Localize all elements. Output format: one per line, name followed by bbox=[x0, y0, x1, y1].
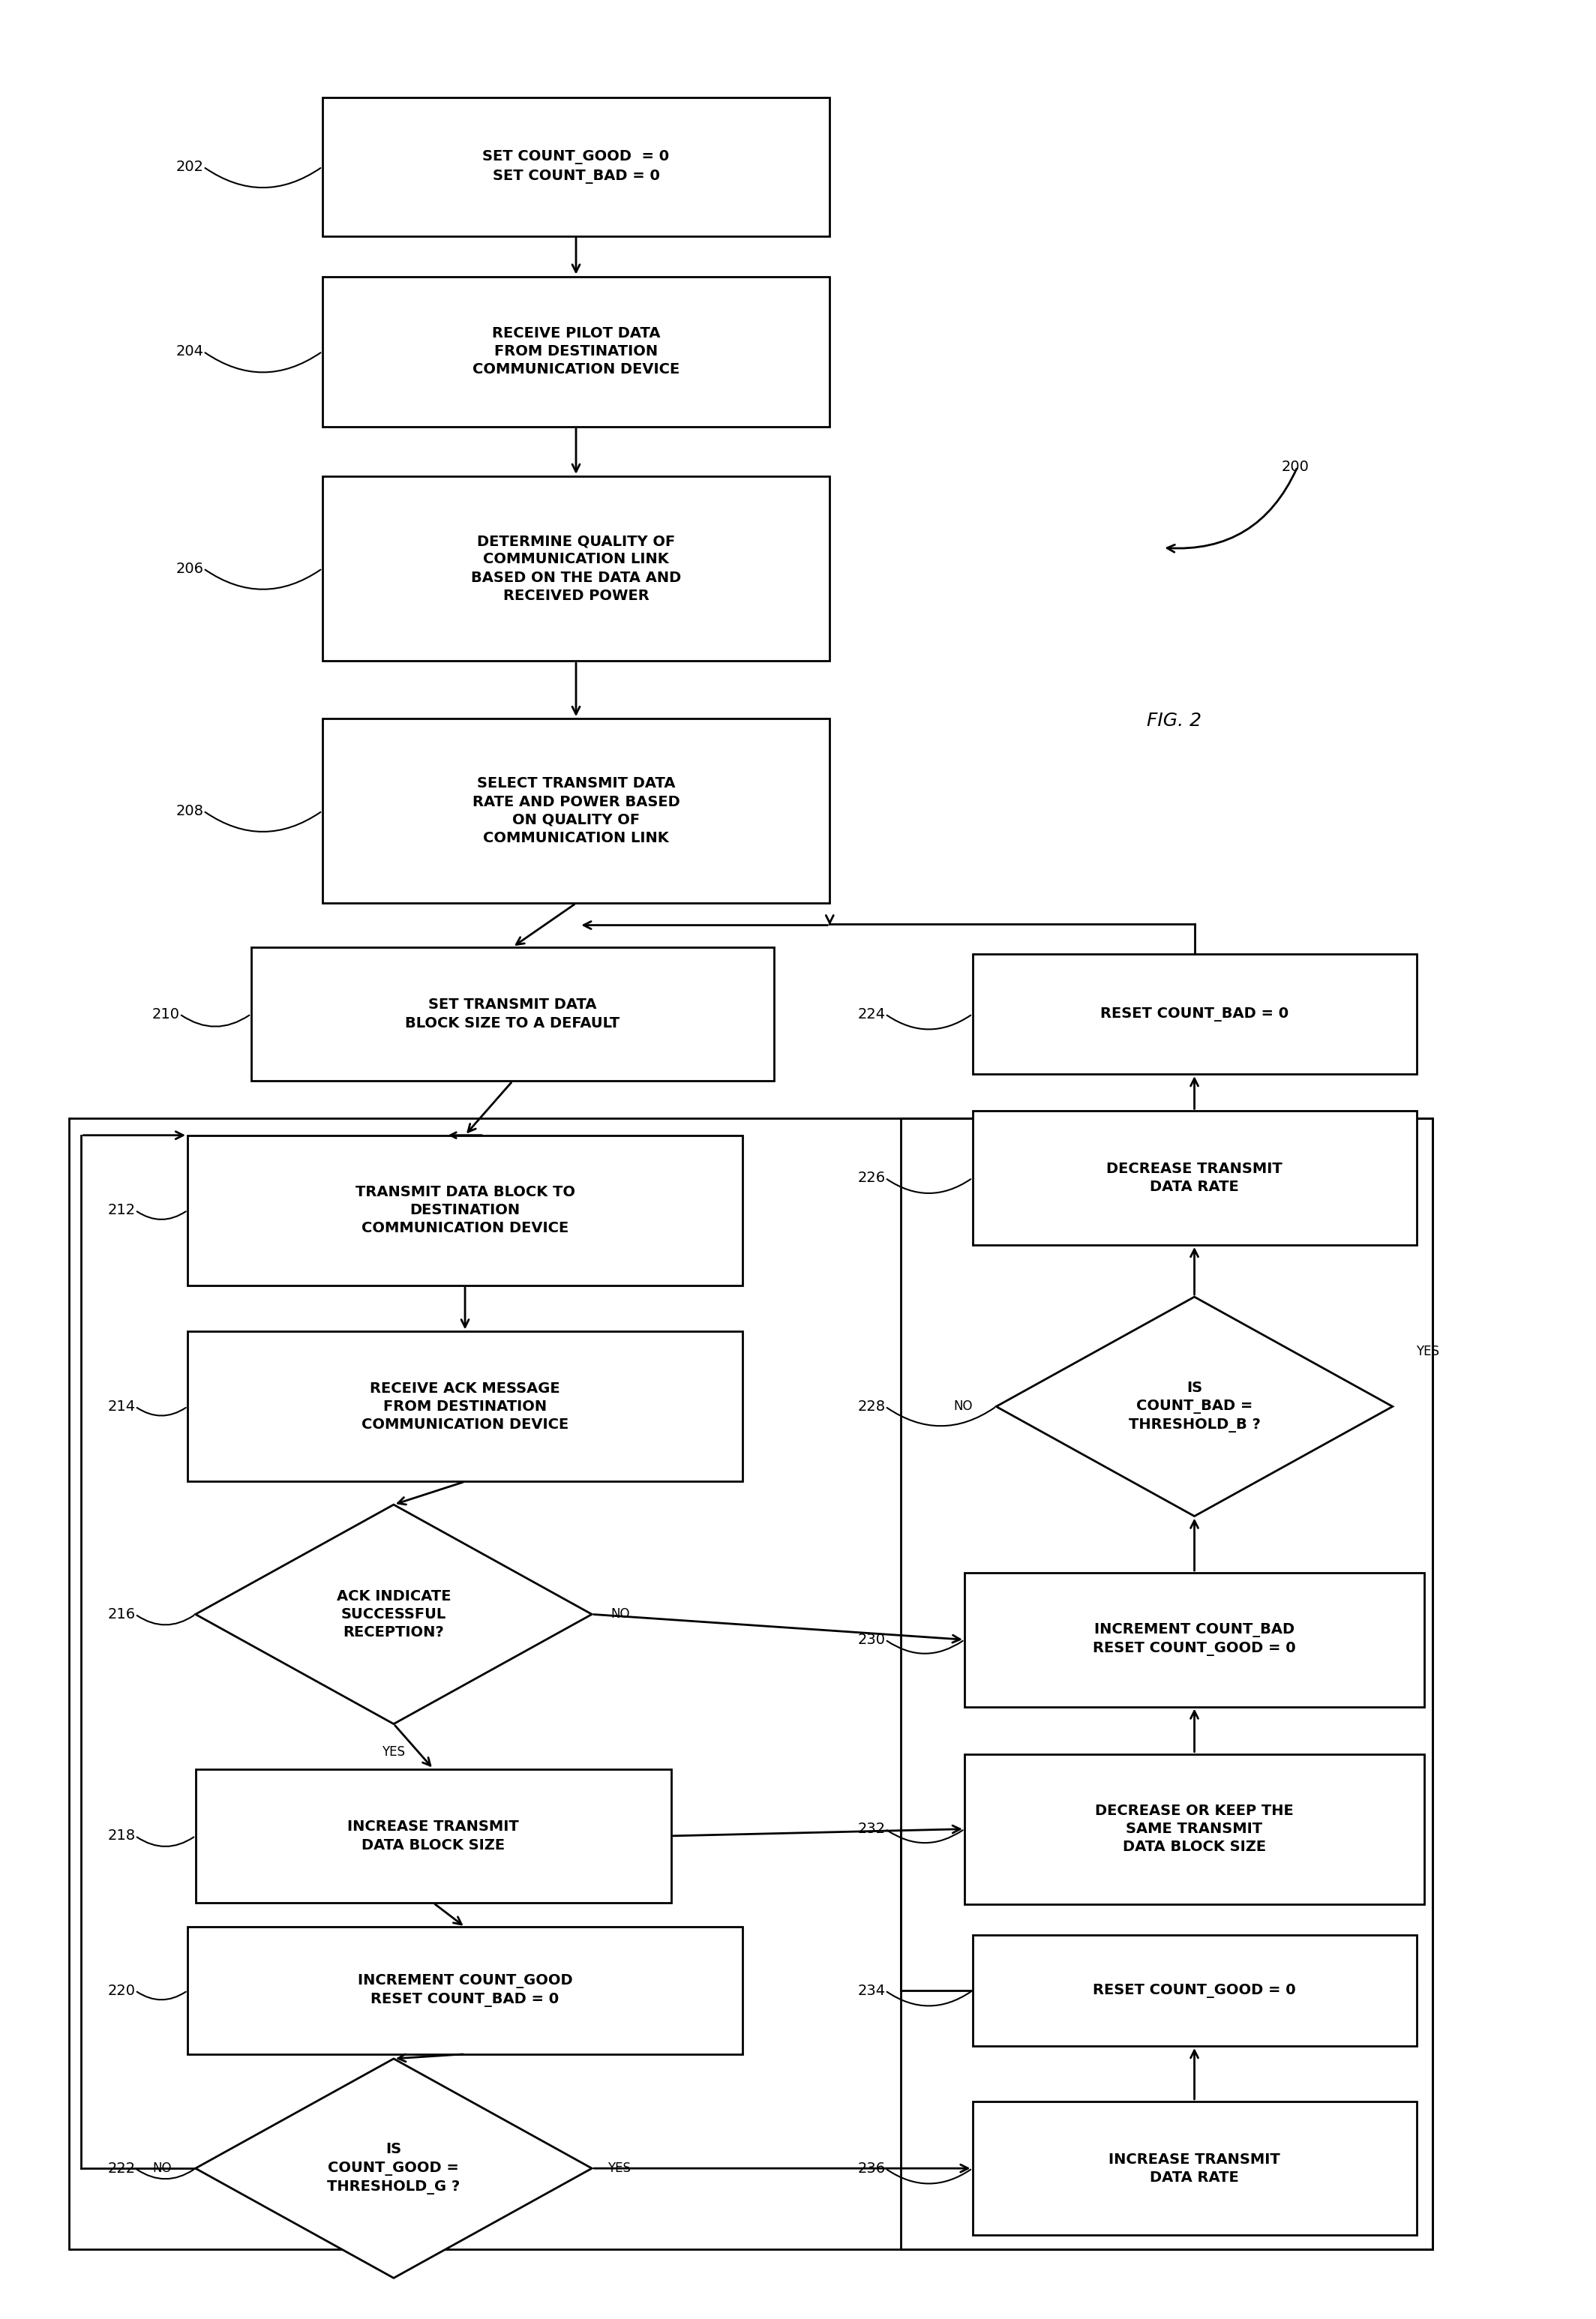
Text: INCREMENT COUNT_BAD
RESET COUNT_GOOD = 0: INCREMENT COUNT_BAD RESET COUNT_GOOD = 0 bbox=[1093, 1623, 1296, 1656]
Text: INCREASE TRANSMIT
DATA RATE: INCREASE TRANSMIT DATA RATE bbox=[1109, 2152, 1280, 2184]
Text: 202: 202 bbox=[176, 160, 203, 174]
Text: 206: 206 bbox=[176, 561, 203, 575]
FancyBboxPatch shape bbox=[972, 1111, 1416, 1245]
Text: SELECT TRANSMIT DATA
RATE AND POWER BASED
ON QUALITY OF
COMMUNICATION LINK: SELECT TRANSMIT DATA RATE AND POWER BASE… bbox=[472, 777, 680, 846]
Text: INCREASE TRANSMIT
DATA BLOCK SIZE: INCREASE TRANSMIT DATA BLOCK SIZE bbox=[348, 1820, 519, 1853]
Text: 222: 222 bbox=[107, 2161, 136, 2175]
Polygon shape bbox=[195, 2059, 592, 2277]
Text: 232: 232 bbox=[857, 1823, 886, 1837]
Text: YES: YES bbox=[608, 2161, 630, 2175]
Text: 236: 236 bbox=[857, 2161, 886, 2175]
Text: 226: 226 bbox=[857, 1171, 886, 1185]
Text: 220: 220 bbox=[107, 1983, 136, 1997]
FancyBboxPatch shape bbox=[322, 719, 830, 902]
Text: 204: 204 bbox=[176, 343, 203, 359]
Text: NO: NO bbox=[953, 1401, 972, 1412]
FancyBboxPatch shape bbox=[972, 953, 1416, 1074]
Text: 224: 224 bbox=[857, 1006, 886, 1020]
Text: SET TRANSMIT DATA
BLOCK SIZE TO A DEFAULT: SET TRANSMIT DATA BLOCK SIZE TO A DEFAUL… bbox=[405, 997, 619, 1030]
Text: NO: NO bbox=[153, 2161, 172, 2175]
Text: 230: 230 bbox=[857, 1633, 886, 1646]
Text: INCREMENT COUNT_GOOD
RESET COUNT_BAD = 0: INCREMENT COUNT_GOOD RESET COUNT_BAD = 0 bbox=[358, 1973, 573, 2008]
Text: 234: 234 bbox=[857, 1983, 886, 1997]
FancyBboxPatch shape bbox=[964, 1572, 1424, 1707]
Text: SET COUNT_GOOD  = 0
SET COUNT_BAD = 0: SET COUNT_GOOD = 0 SET COUNT_BAD = 0 bbox=[482, 151, 669, 183]
Text: ACK INDICATE
SUCCESSFUL
RECEPTION?: ACK INDICATE SUCCESSFUL RECEPTION? bbox=[337, 1589, 450, 1640]
Polygon shape bbox=[996, 1296, 1393, 1517]
FancyBboxPatch shape bbox=[195, 1769, 672, 1904]
Text: 208: 208 bbox=[176, 805, 203, 819]
Text: IS
COUNT_BAD =
THRESHOLD_B ?: IS COUNT_BAD = THRESHOLD_B ? bbox=[1128, 1380, 1261, 1433]
FancyBboxPatch shape bbox=[322, 475, 830, 661]
Polygon shape bbox=[195, 1505, 592, 1723]
FancyBboxPatch shape bbox=[972, 1934, 1416, 2045]
Text: 228: 228 bbox=[857, 1398, 886, 1415]
FancyBboxPatch shape bbox=[188, 1331, 742, 1482]
FancyBboxPatch shape bbox=[188, 1927, 742, 2055]
Text: DECREASE TRANSMIT
DATA RATE: DECREASE TRANSMIT DATA RATE bbox=[1106, 1162, 1283, 1194]
Text: TRANSMIT DATA BLOCK TO
DESTINATION
COMMUNICATION DEVICE: TRANSMIT DATA BLOCK TO DESTINATION COMMU… bbox=[356, 1185, 575, 1236]
Text: YES: YES bbox=[1416, 1345, 1440, 1359]
Text: 200: 200 bbox=[1282, 459, 1309, 473]
Text: 218: 218 bbox=[107, 1830, 136, 1844]
Text: RECEIVE ACK MESSAGE
FROM DESTINATION
COMMUNICATION DEVICE: RECEIVE ACK MESSAGE FROM DESTINATION COM… bbox=[361, 1382, 568, 1431]
Text: NO: NO bbox=[611, 1607, 630, 1621]
Text: 212: 212 bbox=[107, 1204, 136, 1217]
Text: IS
COUNT_GOOD =
THRESHOLD_G ?: IS COUNT_GOOD = THRESHOLD_G ? bbox=[327, 2143, 460, 2194]
FancyBboxPatch shape bbox=[322, 97, 830, 237]
Text: 210: 210 bbox=[152, 1006, 180, 1020]
Text: RESET COUNT_GOOD = 0: RESET COUNT_GOOD = 0 bbox=[1093, 1983, 1296, 1997]
FancyBboxPatch shape bbox=[322, 276, 830, 427]
FancyBboxPatch shape bbox=[251, 946, 774, 1081]
Text: RESET COUNT_BAD = 0: RESET COUNT_BAD = 0 bbox=[1100, 1006, 1288, 1020]
Text: FIG. 2: FIG. 2 bbox=[1148, 712, 1202, 730]
Text: DETERMINE QUALITY OF
COMMUNICATION LINK
BASED ON THE DATA AND
RECEIVED POWER: DETERMINE QUALITY OF COMMUNICATION LINK … bbox=[471, 533, 681, 603]
Text: RECEIVE PILOT DATA
FROM DESTINATION
COMMUNICATION DEVICE: RECEIVE PILOT DATA FROM DESTINATION COMM… bbox=[472, 327, 680, 376]
Text: 214: 214 bbox=[107, 1398, 136, 1415]
FancyBboxPatch shape bbox=[964, 1753, 1424, 1904]
FancyBboxPatch shape bbox=[972, 2101, 1416, 2236]
Text: 216: 216 bbox=[107, 1607, 136, 1621]
FancyBboxPatch shape bbox=[188, 1136, 742, 1285]
Text: YES: YES bbox=[381, 1744, 405, 1758]
Text: DECREASE OR KEEP THE
SAME TRANSMIT
DATA BLOCK SIZE: DECREASE OR KEEP THE SAME TRANSMIT DATA … bbox=[1095, 1804, 1294, 1855]
